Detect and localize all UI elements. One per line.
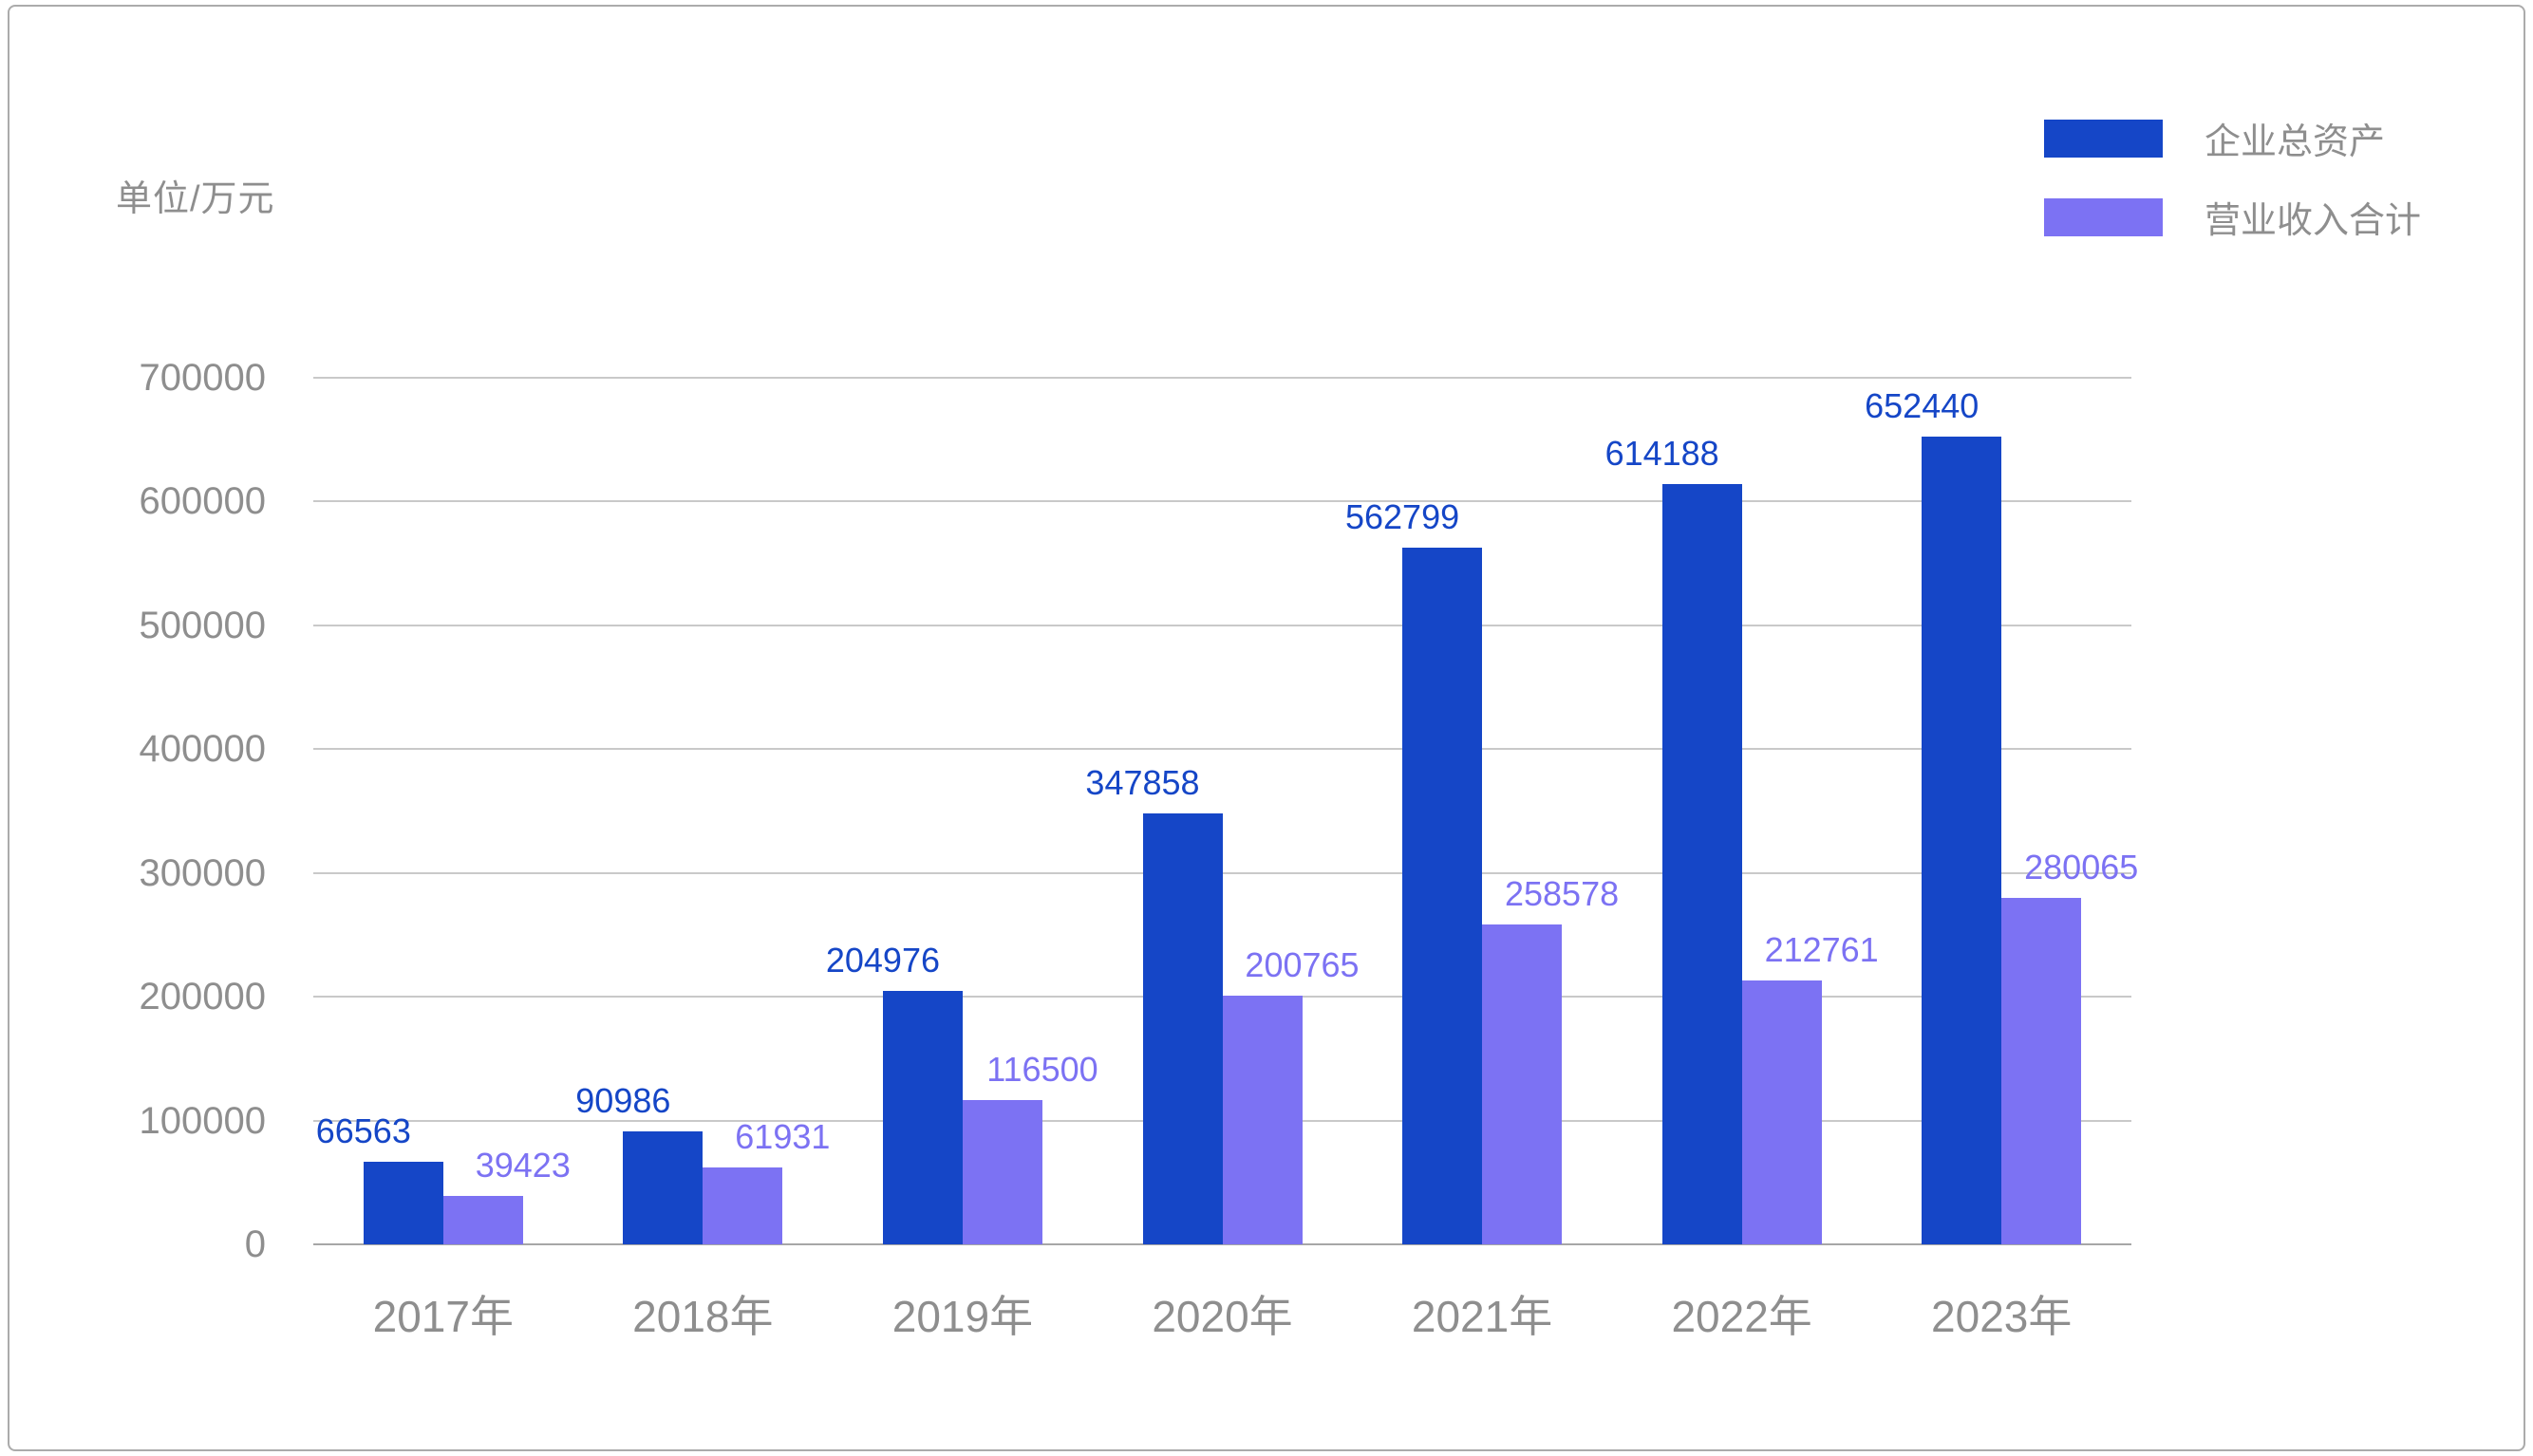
x-tick-label-2021: 2021年 xyxy=(1411,1292,1553,1341)
x-tick-label-2023: 2023年 xyxy=(1931,1292,2073,1341)
gridline-600000 xyxy=(313,500,2131,503)
bar-label-total-assets-2017: 66563 xyxy=(315,1111,411,1151)
bar-label-revenue-2022: 212761 xyxy=(1764,930,1879,970)
x-tick-label-2019: 2019年 xyxy=(891,1292,1034,1341)
bar-revenue-2023 xyxy=(2001,897,2082,1244)
y-tick-label-400000: 400000 xyxy=(139,728,266,771)
y-tick-label-100000: 100000 xyxy=(139,1099,266,1142)
gridline-400000 xyxy=(313,748,2131,751)
x-tick-label-2022: 2022年 xyxy=(1671,1292,1812,1341)
bar-label-revenue-2021: 258578 xyxy=(1504,873,1620,913)
bar-total-assets-2022 xyxy=(1661,483,1742,1244)
bar-total-assets-2021 xyxy=(1402,547,1483,1244)
bar-total-assets-2018 xyxy=(623,1131,704,1244)
bar-revenue-2022 xyxy=(1741,980,1822,1244)
bar-label-total-assets-2018: 90986 xyxy=(575,1081,671,1121)
x-tick-label-2020: 2020年 xyxy=(1152,1292,1293,1341)
bar-label-total-assets-2020: 347858 xyxy=(1085,763,1200,803)
bar-revenue-2018 xyxy=(703,1167,783,1244)
gridline-700000 xyxy=(313,377,2131,379)
y-tick-label-600000: 600000 xyxy=(139,480,266,523)
bar-label-total-assets-2023: 652440 xyxy=(1865,386,1979,426)
bar-label-total-assets-2021: 562799 xyxy=(1344,496,1460,536)
unit-label: 单位/万元 xyxy=(116,179,275,219)
bar-total-assets-2023 xyxy=(1922,437,2002,1244)
y-tick-label-700000: 700000 xyxy=(139,357,266,399)
bar-label-total-assets-2022: 614188 xyxy=(1604,433,1719,473)
y-tick-label-0: 0 xyxy=(244,1223,266,1265)
y-tick-label-500000: 500000 xyxy=(139,604,266,646)
bar-revenue-2017 xyxy=(442,1195,523,1244)
legend-swatch-revenue xyxy=(2044,197,2163,236)
bar-label-revenue-2023: 280065 xyxy=(2024,847,2139,887)
gridline-300000 xyxy=(313,871,2131,874)
legend-swatch-total-assets xyxy=(2044,119,2163,158)
bar-label-total-assets-2019: 204976 xyxy=(825,940,940,980)
y-tick-label-200000: 200000 xyxy=(139,976,266,1018)
legend-label-revenue: 营业收入合计 xyxy=(2205,201,2422,241)
legend-label-total-assets: 企业总资产 xyxy=(2205,122,2386,162)
bar-label-revenue-2018: 61931 xyxy=(735,1117,831,1157)
bar-label-revenue-2017: 39423 xyxy=(475,1145,571,1185)
bar-total-assets-2020 xyxy=(1142,813,1223,1244)
bar-label-revenue-2019: 116500 xyxy=(986,1050,1098,1090)
bar-total-assets-2019 xyxy=(882,990,963,1244)
bar-total-assets-2017 xyxy=(363,1162,443,1244)
gridline-0 xyxy=(313,1243,2131,1245)
legend-item-revenue[interactable]: 营业收入合计 xyxy=(2044,191,2421,243)
gridline-500000 xyxy=(313,624,2131,626)
bar-label-revenue-2020: 200765 xyxy=(1245,945,1360,985)
legend: 企业总资产 营业收入合计 xyxy=(2044,112,2421,243)
bar-revenue-2019 xyxy=(962,1100,1042,1244)
legend-item-total-assets[interactable]: 企业总资产 xyxy=(2044,112,2421,164)
x-tick-label-2018: 2018年 xyxy=(632,1292,774,1341)
x-tick-label-2017: 2017年 xyxy=(372,1292,514,1341)
y-tick-label-300000: 300000 xyxy=(139,851,266,894)
bar-revenue-2020 xyxy=(1222,996,1303,1244)
bar-revenue-2021 xyxy=(1482,924,1563,1244)
